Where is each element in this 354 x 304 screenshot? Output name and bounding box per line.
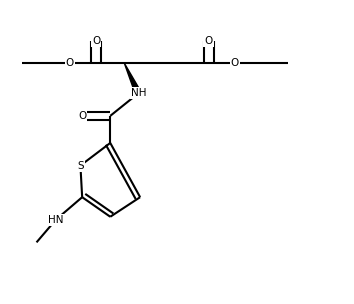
Text: O: O — [78, 111, 86, 121]
Text: O: O — [205, 36, 213, 46]
Text: O: O — [66, 58, 74, 68]
Text: O: O — [92, 36, 100, 46]
Text: O: O — [231, 58, 239, 68]
Text: S: S — [77, 161, 84, 171]
Text: NH: NH — [131, 88, 146, 98]
Polygon shape — [124, 63, 141, 94]
Text: HN: HN — [48, 215, 64, 225]
